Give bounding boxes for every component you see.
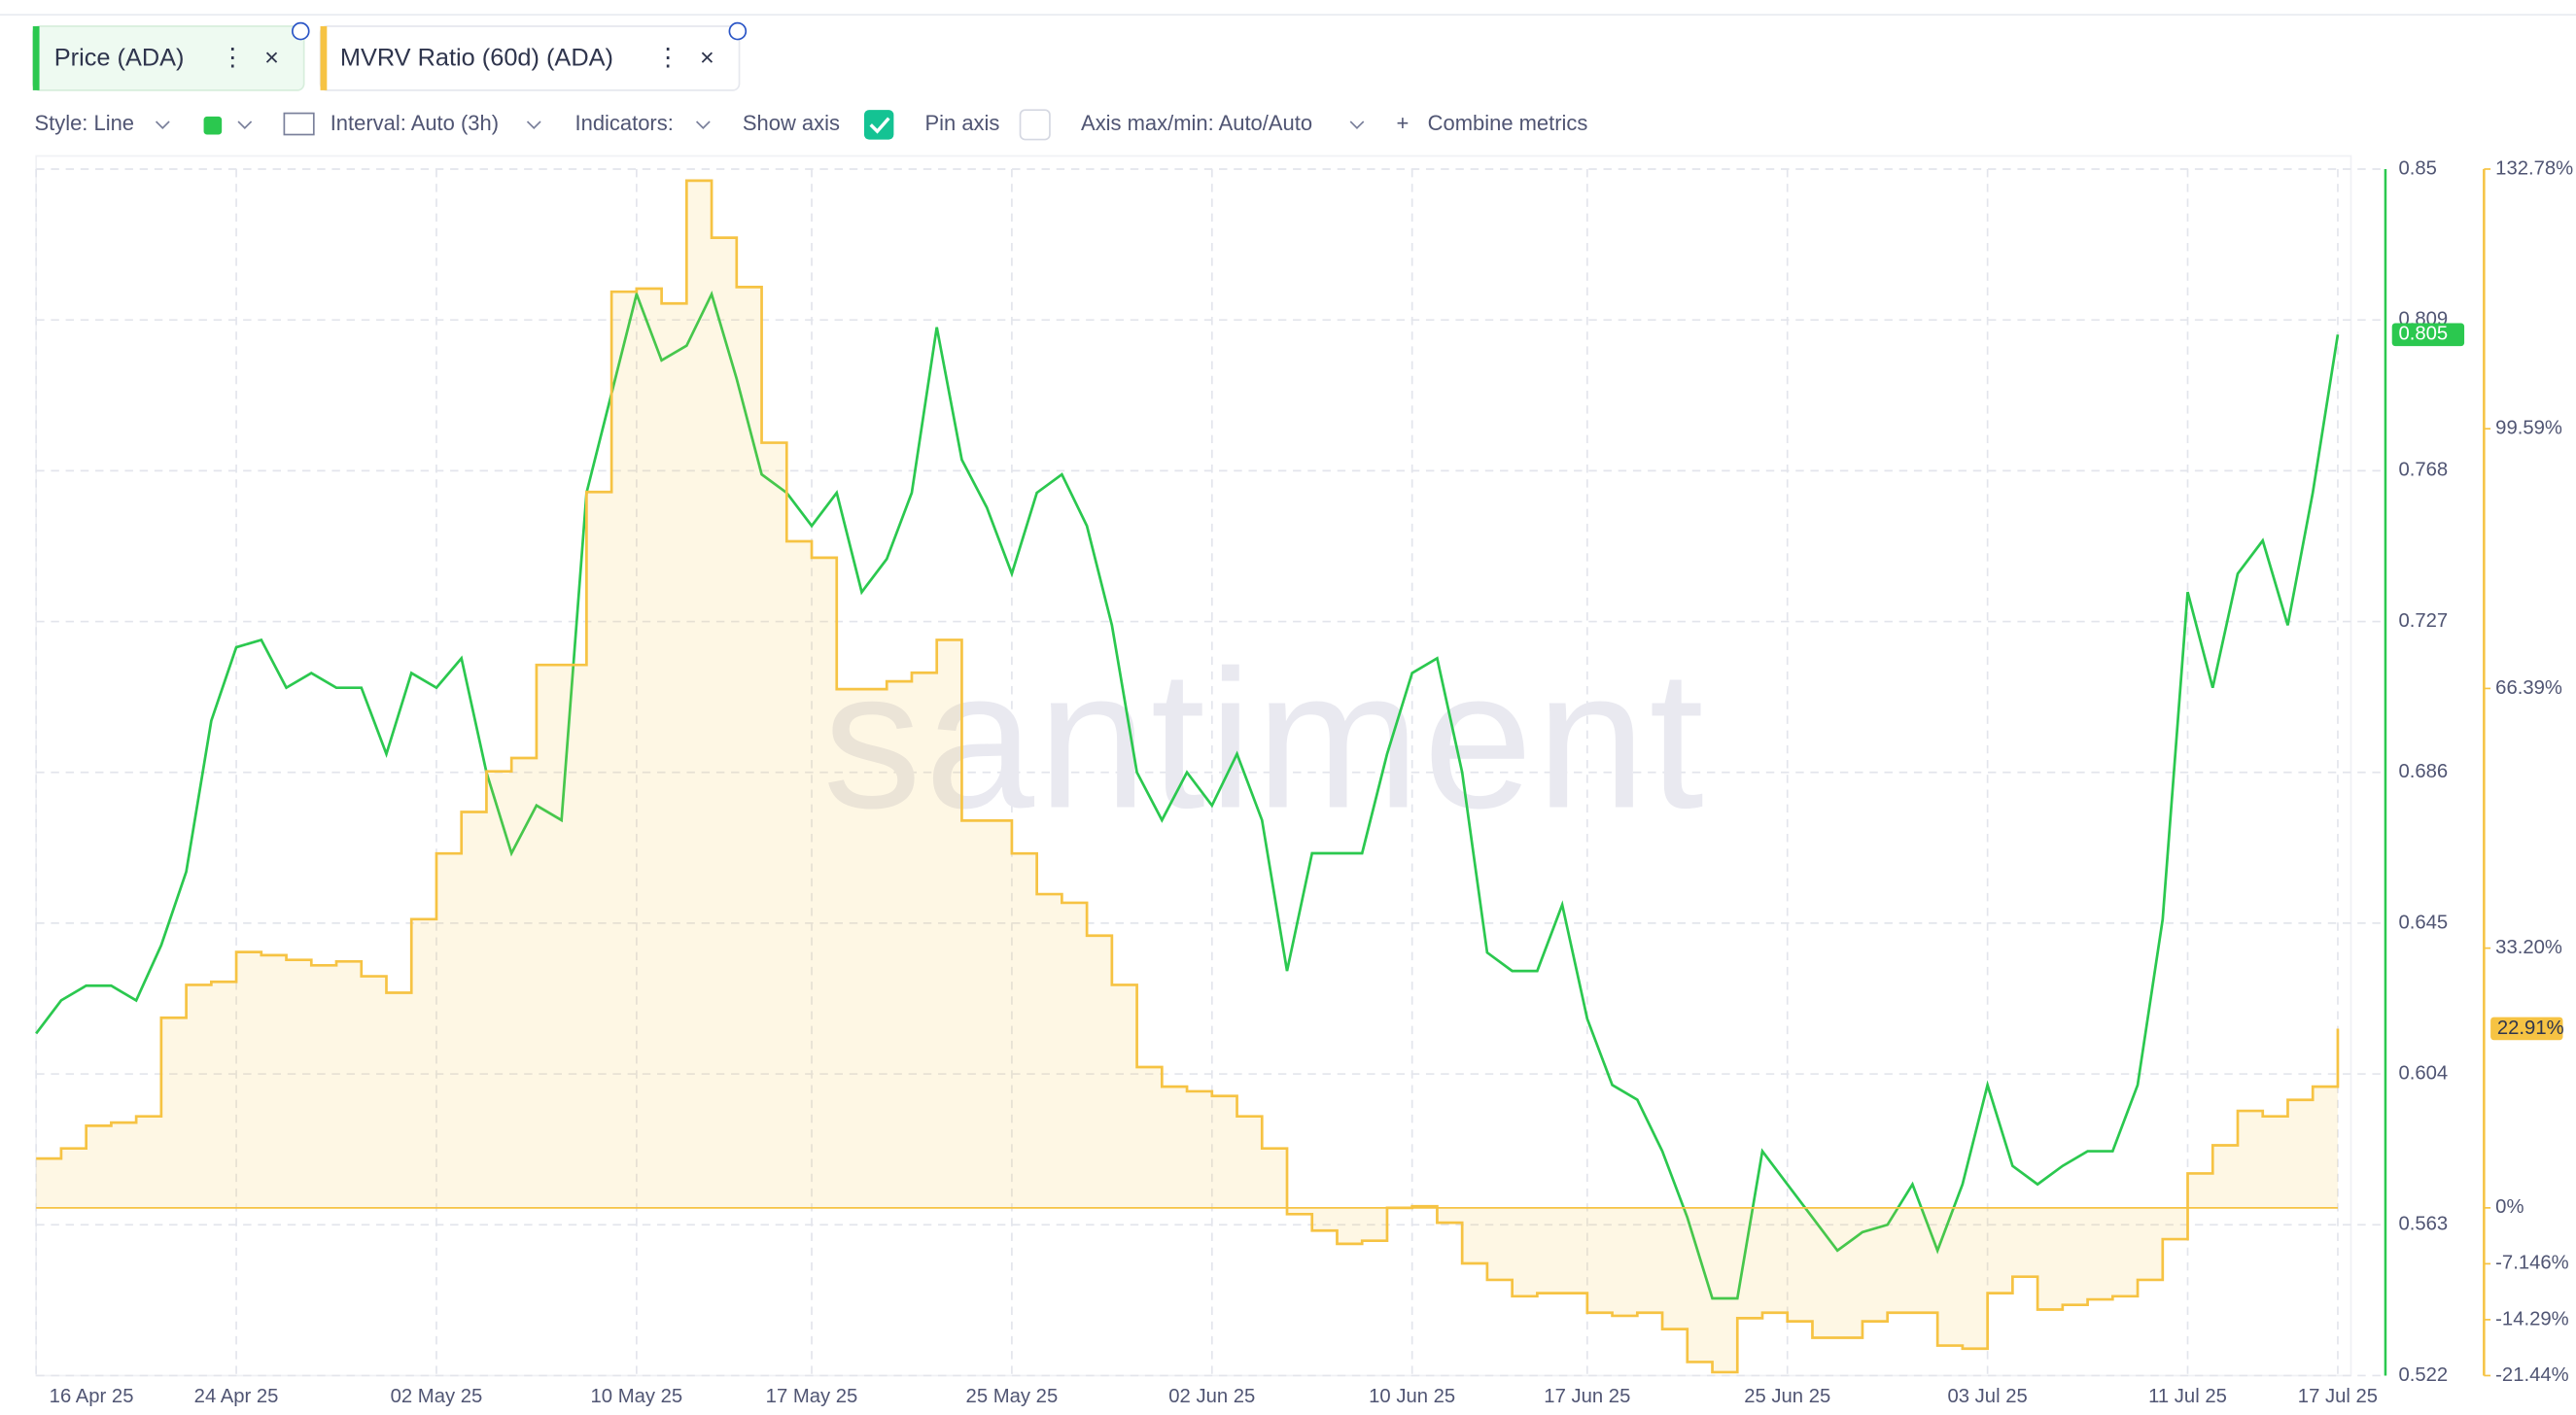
tab-icon [291, 21, 310, 41]
y2-tick-label: 132.78% [2495, 157, 2573, 179]
watermark: santiment [823, 629, 1708, 849]
interval-select[interactable]: Interval: Auto (3h) [331, 111, 499, 135]
show-axis-checkbox[interactable] [863, 110, 894, 140]
y-tick-label: 0.727 [2398, 610, 2448, 632]
value-badge [2490, 1017, 2563, 1041]
value-badge [2391, 323, 2465, 347]
value-label: 22.91% [2497, 1018, 2564, 1039]
step-line [36, 179, 2340, 1374]
x-tick-label: 24 Apr 25 [194, 1386, 279, 1407]
y2-tick-label: -21.44% [2495, 1364, 2569, 1386]
style-select[interactable]: Style: Line [34, 111, 134, 135]
x-tick-label: 02 May 25 [391, 1386, 483, 1407]
chevron [155, 121, 170, 129]
y-tick-label: 0.522 [2398, 1364, 2448, 1386]
axis-range-select[interactable]: Axis max/min: Auto/Auto [1081, 111, 1312, 135]
x-tick-label: 25 May 25 [966, 1386, 1059, 1407]
x-tick-label: 16 Apr 25 [50, 1386, 134, 1407]
x-tick-label: 10 Jun 25 [1369, 1386, 1455, 1407]
interval-icon [283, 112, 315, 136]
x-tick-label: 17 Jun 25 [1544, 1386, 1630, 1407]
y-tick-label: 0.85 [2398, 157, 2436, 179]
y2-tick-label: 33.20% [2495, 937, 2562, 958]
chevron [526, 121, 541, 129]
y2-tick-label: 99.59% [2495, 418, 2562, 439]
show-axis-label[interactable]: Show axis [743, 111, 840, 135]
check [869, 117, 890, 134]
plus: + [1397, 111, 1410, 135]
y-tick-label: 0.604 [2398, 1062, 2448, 1084]
tab-mvrv[interactable]: MVRV Ratio (60d) (ADA) ⋮ × [319, 21, 748, 91]
y-tick-label: 0.768 [2398, 460, 2448, 481]
tab-label: Price (ADA) [54, 44, 185, 71]
tab-price[interactable]: Price (ADA) ⋮ × [31, 21, 310, 91]
x-tick-label: 11 Jul 25 [2148, 1386, 2227, 1407]
tab-icon [728, 21, 748, 41]
line [35, 290, 2340, 1300]
tab-menu[interactable]: ⋮ [220, 44, 244, 71]
y2-tick-label: 0% [2495, 1196, 2524, 1218]
y2-tick-label: 66.39% [2495, 677, 2562, 699]
x-tick-label: 03 Jul 25 [1947, 1386, 2027, 1407]
x-tick-label: 25 Jun 25 [1744, 1386, 1830, 1407]
x-tick-label: 17 May 25 [766, 1386, 858, 1407]
tab-color [32, 26, 40, 90]
chevron [1349, 121, 1365, 129]
y-tick-label: 0.645 [2398, 912, 2448, 933]
chevron [237, 121, 253, 129]
chevron [695, 121, 711, 129]
value-label: 0.805 [2398, 324, 2448, 345]
toolbar: Style: Line Interval: Auto (3h) Indicato… [34, 109, 1588, 141]
tab-color [320, 26, 328, 90]
indicators-select[interactable]: Indicators: [575, 111, 674, 135]
x-tick-label: 10 May 25 [591, 1386, 683, 1407]
color-select[interactable] [203, 116, 223, 135]
pin-axis-checkbox[interactable] [1019, 109, 1051, 141]
y-tick-label: 0.563 [2398, 1214, 2448, 1235]
pin-axis-label[interactable]: Pin axis [924, 111, 999, 135]
x-tick-label: 02 Jun 25 [1168, 1386, 1255, 1407]
tab-close[interactable]: × [700, 44, 714, 71]
tab-menu[interactable]: ⋮ [655, 44, 679, 71]
tab-close[interactable]: × [264, 44, 279, 71]
combine-metrics[interactable]: Combine metrics [1428, 111, 1588, 135]
tab-label: MVRV Ratio (60d) (ADA) [340, 44, 613, 71]
y-tick-label: 0.686 [2398, 761, 2448, 782]
x-tick-label: 17 Jul 25 [2298, 1386, 2378, 1407]
y2-tick-label: -14.29% [2495, 1308, 2569, 1329]
y2-tick-label: -7.146% [2495, 1253, 2569, 1274]
